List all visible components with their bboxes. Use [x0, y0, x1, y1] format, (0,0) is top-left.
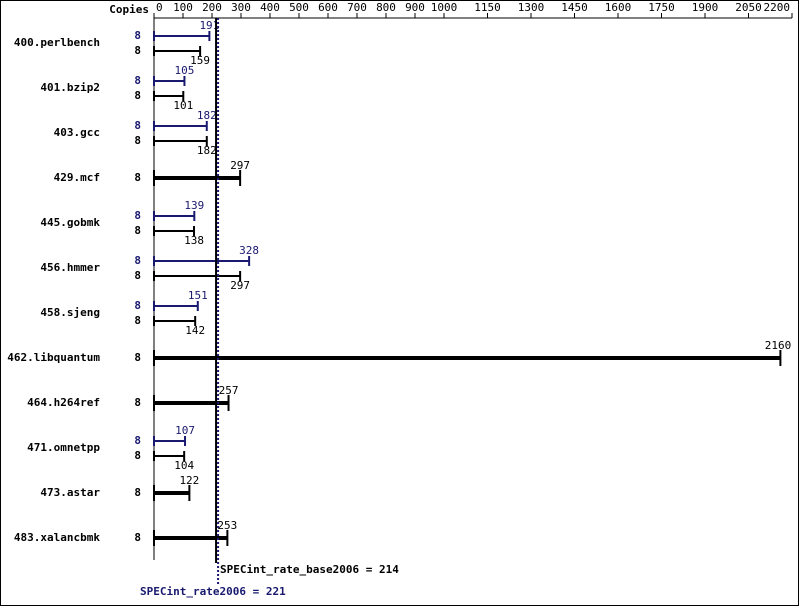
value-label: 2160 [765, 339, 792, 352]
category-label: 483.xalancbmk [14, 531, 100, 544]
category-label: 403.gcc [54, 126, 100, 139]
value-label: 159 [190, 54, 210, 67]
x-tick-label: 2200 [764, 1, 791, 14]
reference-label: SPECint_rate_base2006 = 214 [220, 563, 399, 576]
x-tick-label: 700 [347, 1, 367, 14]
x-tick-label: 500 [289, 1, 309, 14]
value-label: 297 [230, 279, 250, 292]
copies-label: 8 [134, 254, 141, 267]
x-tick-label: 1750 [648, 1, 675, 14]
x-tick-label: 300 [231, 1, 251, 14]
x-tick-label: 400 [260, 1, 280, 14]
x-tick-label: 200 [202, 1, 222, 14]
copies-label: 8 [134, 74, 141, 87]
value-label: 257 [219, 384, 239, 397]
copies-label: 8 [134, 171, 141, 184]
value-label: 101 [173, 99, 193, 112]
value-label: 297 [230, 159, 250, 172]
value-label: 105 [175, 64, 195, 77]
reference-label: SPECint_rate2006 = 221 [140, 585, 286, 598]
category-label: 401.bzip2 [40, 81, 100, 94]
copies-label: 8 [134, 119, 141, 132]
category-label: 473.astar [40, 486, 100, 499]
category-label: 429.mcf [54, 171, 100, 184]
copies-label: 8 [134, 434, 141, 447]
value-label: 182 [197, 144, 217, 157]
value-label: 138 [184, 234, 204, 247]
copies-label: 8 [134, 44, 141, 57]
copies-label: 8 [134, 134, 141, 147]
value-label: 191 [199, 19, 219, 32]
category-label: 458.sjeng [40, 306, 100, 319]
category-label: 464.h264ref [27, 396, 100, 409]
copies-label: 8 [134, 396, 141, 409]
category-label: 456.hmmer [40, 261, 100, 274]
x-tick-label: 600 [318, 1, 338, 14]
copies-label: 8 [134, 224, 141, 237]
x-tick-label: 1150 [474, 1, 501, 14]
x-tick-label: 900 [405, 1, 425, 14]
x-tick-label: 1000 [431, 1, 458, 14]
x-tick-label: 1600 [605, 1, 632, 14]
copies-label: 8 [134, 209, 141, 222]
value-label: 182 [197, 109, 217, 122]
copies-label: 8 [134, 486, 141, 499]
x-tick-label: 0 [156, 1, 163, 14]
category-label: 400.perlbench [14, 36, 100, 49]
copies-label: 8 [134, 314, 141, 327]
value-label: 328 [239, 244, 259, 257]
value-label: 104 [174, 459, 194, 472]
copies-header: Copies [109, 3, 149, 16]
x-tick-label: 100 [173, 1, 193, 14]
x-tick-label: 1300 [518, 1, 545, 14]
value-label: 122 [179, 474, 199, 487]
value-label: 139 [184, 199, 204, 212]
category-label: 462.libquantum [7, 351, 100, 364]
x-tick-label: 2050 [735, 1, 762, 14]
value-label: 253 [217, 519, 237, 532]
copies-label: 8 [134, 449, 141, 462]
copies-label: 8 [134, 89, 141, 102]
x-tick-label: 1450 [561, 1, 588, 14]
copies-label: 8 [134, 351, 141, 364]
category-label: 445.gobmk [40, 216, 100, 229]
copies-label: 8 [134, 29, 141, 42]
value-label: 151 [188, 289, 208, 302]
category-label: 471.omnetpp [27, 441, 100, 454]
value-label: 142 [185, 324, 205, 337]
x-tick-label: 800 [376, 1, 396, 14]
copies-label: 8 [134, 531, 141, 544]
x-tick-label: 1900 [692, 1, 719, 14]
value-label: 107 [175, 424, 195, 437]
copies-label: 8 [134, 299, 141, 312]
copies-label: 8 [134, 269, 141, 282]
